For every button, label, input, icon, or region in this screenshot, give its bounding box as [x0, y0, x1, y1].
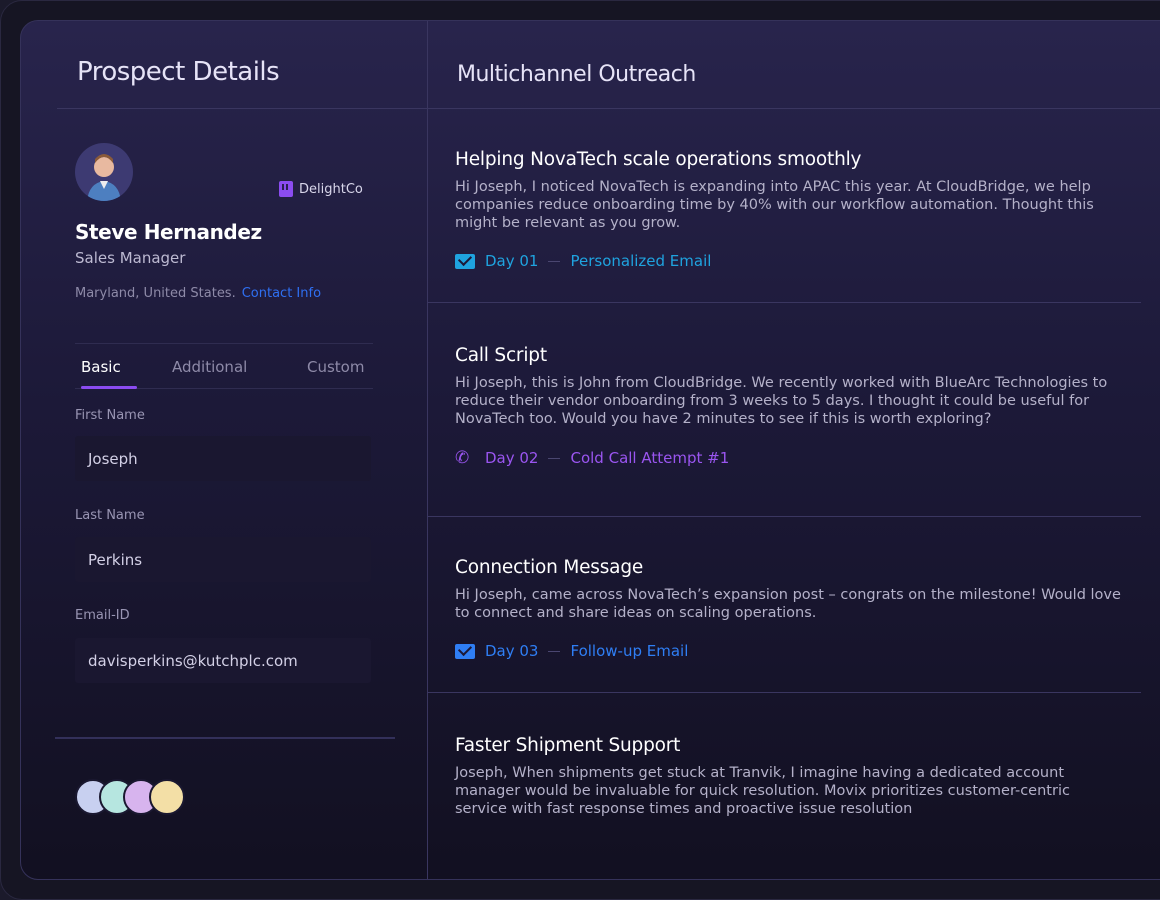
- header-divider: [57, 108, 1160, 109]
- item-body: Hi Joseph, came across NovaTech’s expans…: [455, 587, 1121, 621]
- company-label: DelightCo: [279, 181, 363, 197]
- last-name-field[interactable]: Perkins: [75, 537, 371, 582]
- item-title: Connection Message: [455, 557, 644, 578]
- column-divider: [427, 21, 428, 879]
- mail-icon: [455, 253, 475, 269]
- outreach-item[interactable]: Faster Shipment Support Joseph, When shi…: [455, 735, 1125, 818]
- dash-divider: [548, 457, 561, 459]
- team-avatar: [149, 779, 185, 815]
- building-icon: [279, 181, 293, 197]
- day-label: Day 01: [485, 252, 539, 270]
- item-divider: [428, 692, 1141, 693]
- channel-label: Follow-up Email: [570, 642, 689, 660]
- phone-icon: ✆: [455, 448, 470, 468]
- item-body: Hi Joseph, I noticed NovaTech is expandi…: [455, 179, 1094, 231]
- tab-basic[interactable]: Basic: [81, 358, 121, 376]
- tab-custom[interactable]: Custom: [307, 358, 365, 376]
- item-title: Helping NovaTech scale operations smooth…: [455, 149, 862, 170]
- channel-label: Cold Call Attempt #1: [570, 449, 730, 467]
- dash-divider: [548, 650, 561, 652]
- day-label: Day 02: [485, 449, 539, 467]
- item-title: Faster Shipment Support: [455, 735, 681, 756]
- prospect-role: Sales Manager: [75, 249, 186, 267]
- first-name-label: First Name: [75, 408, 145, 423]
- page-title: Prospect Details: [77, 57, 280, 87]
- outreach-item[interactable]: Helping NovaTech scale operations smooth…: [455, 149, 1125, 270]
- last-name-label: Last Name: [75, 508, 145, 523]
- item-divider: [428, 516, 1141, 517]
- day-label: Day 03: [485, 642, 539, 660]
- item-body: Hi Joseph, this is John from CloudBridge…: [455, 375, 1108, 427]
- item-title: Call Script: [455, 345, 547, 366]
- dash-divider: [548, 260, 561, 262]
- item-body: Joseph, When shipments get stuck at Tran…: [455, 765, 1070, 817]
- email-label: Email-ID: [75, 608, 130, 623]
- tab-additional[interactable]: Additional: [172, 358, 248, 376]
- mail-icon: [455, 643, 475, 659]
- prospect-location: Maryland, United States. Contact Info: [75, 286, 321, 301]
- first-name-field[interactable]: Joseph: [75, 436, 371, 481]
- avatar: [75, 143, 133, 201]
- section-divider: [55, 737, 395, 739]
- tabs-top-divider: [75, 343, 373, 344]
- contact-info-link[interactable]: Contact Info: [241, 286, 322, 301]
- channel-label: Personalized Email: [570, 252, 712, 270]
- item-meta: Day 01 Personalized Email: [455, 252, 1125, 270]
- item-meta: Day 03 Follow-up Email: [455, 642, 1125, 660]
- outreach-item[interactable]: Connection Message Hi Joseph, came acros…: [455, 557, 1125, 660]
- prospect-card: Prospect Details DelightCo Steve Hernand…: [20, 20, 1160, 880]
- email-field[interactable]: davisperkins@kutchplc.com: [75, 638, 371, 683]
- outreach-title: Multichannel Outreach: [457, 62, 696, 87]
- outreach-item[interactable]: Call Script Hi Joseph, this is John from…: [455, 345, 1125, 468]
- prospect-name: Steve Hernandez: [75, 220, 262, 244]
- company-name: DelightCo: [299, 181, 363, 197]
- item-divider: [428, 302, 1141, 303]
- location-text: Maryland, United States.: [75, 286, 236, 301]
- active-tab-indicator: [81, 386, 137, 389]
- tabs-bottom-divider: [75, 388, 373, 389]
- item-meta: ✆ Day 02 Cold Call Attempt #1: [455, 448, 1125, 468]
